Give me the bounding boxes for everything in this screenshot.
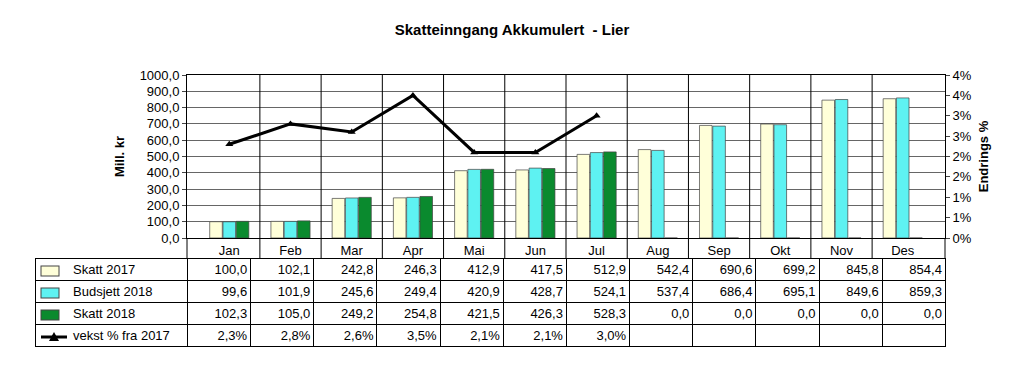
html-text:2,6%: 2,6% [343, 328, 374, 343]
html-text:101,9: 101,9 [277, 284, 311, 299]
svg-text:Aug: Aug [646, 243, 669, 258]
svg-text:Skatteinngang Akkumulert - Li: Skatteinngang Akkumulert - Lier [395, 21, 630, 38]
svg-text:Jun: Jun [525, 243, 546, 258]
html-text:245,6: 245,6 [340, 284, 374, 299]
svg-text:1%: 1% [953, 190, 972, 205]
html-text:249,2: 249,2 [340, 306, 374, 321]
svg-text:600,0: 600,0 [147, 133, 180, 148]
html-text:2,3%: 2,3% [217, 328, 248, 343]
svg-text:100,0: 100,0 [147, 214, 180, 229]
html-text:2,1%: 2,1% [470, 328, 500, 343]
html-text:690,6: 690,6 [719, 262, 753, 277]
svg-text:400,0: 400,0 [147, 165, 180, 180]
html-text:426,3: 426,3 [530, 306, 563, 321]
html-text:249,4: 249,4 [404, 284, 437, 299]
svg-text:800,0: 800,0 [147, 100, 180, 115]
svg-text:Okt: Okt [770, 243, 791, 258]
svg-text:Mai: Mai [464, 243, 485, 258]
svg-text:Apr: Apr [403, 243, 424, 258]
html-text:0,0: 0,0 [923, 306, 942, 321]
html-text:254,8: 254,8 [404, 306, 437, 321]
html-text:512,9: 512,9 [593, 262, 627, 277]
svg-text:Des: Des [891, 243, 915, 258]
html-text:420,9: 420,9 [467, 284, 500, 299]
html-text:699,2: 699,2 [783, 262, 816, 277]
html-text:412,9: 412,9 [467, 262, 500, 277]
svg-text:Feb: Feb [279, 243, 301, 258]
html-text:242,8: 242,8 [340, 262, 374, 277]
svg-text:2%: 2% [953, 149, 972, 164]
svg-text:Mill. kr: Mill. kr [112, 136, 127, 177]
svg-text:Jul: Jul [588, 243, 605, 258]
html-text:686,4: 686,4 [719, 284, 753, 299]
html-text:99,6: 99,6 [221, 284, 248, 299]
html-text:102,1: 102,1 [277, 262, 311, 277]
html-text:854,4: 854,4 [909, 262, 942, 277]
html-text:3,5%: 3,5% [407, 328, 437, 343]
html-text:417,5: 417,5 [530, 262, 563, 277]
html-text:0,0: 0,0 [860, 306, 879, 321]
svg-text:3%: 3% [953, 129, 972, 144]
svg-text:900,0: 900,0 [147, 84, 180, 99]
html-text:3,0%: 3,0% [596, 328, 627, 343]
svg-text:4%: 4% [953, 88, 972, 103]
html-text:859,3: 859,3 [909, 284, 942, 299]
svg-text:Jan: Jan [219, 243, 240, 258]
html-text:849,6: 849,6 [846, 284, 879, 299]
svg-text:Sep: Sep [707, 243, 730, 258]
html-text:Skatt 2018: Skatt 2018 [73, 306, 136, 321]
svg-text:4%: 4% [953, 68, 972, 83]
html-text:246,3: 246,3 [404, 262, 437, 277]
html-text:528,3: 528,3 [593, 306, 627, 321]
html-text:105,0: 105,0 [277, 306, 311, 321]
svg-text:500,0: 500,0 [147, 149, 180, 164]
html-text:Skatt 2017: Skatt 2017 [73, 262, 136, 277]
html-text:524,1: 524,1 [593, 284, 627, 299]
svg-text:300,0: 300,0 [147, 182, 180, 197]
html-text:421,5: 421,5 [467, 306, 500, 321]
svg-text:200,0: 200,0 [147, 198, 180, 213]
svg-text:Mar: Mar [341, 243, 364, 258]
html-text:0,0: 0,0 [671, 306, 690, 321]
html-text:428,7: 428,7 [530, 284, 563, 299]
html-text:845,8: 845,8 [846, 262, 879, 277]
svg-text:0,0: 0,0 [161, 231, 179, 246]
html-text:2,1%: 2,1% [533, 328, 563, 343]
svg-text:2%: 2% [953, 169, 972, 184]
html-text:542,4: 542,4 [656, 262, 690, 277]
html-text:0,0: 0,0 [734, 306, 753, 321]
svg-text:1000,0: 1000,0 [140, 68, 180, 83]
svg-text:3%: 3% [953, 108, 972, 123]
svg-text:1%: 1% [953, 210, 972, 225]
svg-text:Endrings %: Endrings % [976, 120, 991, 192]
html-text:100,0: 100,0 [214, 262, 248, 277]
html-text:2,8%: 2,8% [280, 328, 311, 343]
svg-text:700,0: 700,0 [147, 116, 180, 131]
svg-text:Nov: Nov [830, 243, 854, 258]
html-text:Budsjett 2018: Budsjett 2018 [73, 284, 153, 299]
html-text:695,1: 695,1 [783, 284, 816, 299]
html-text:0,0: 0,0 [797, 306, 816, 321]
svg-text:0%: 0% [953, 231, 972, 246]
html-text:vekst % fra 2017: vekst % fra 2017 [73, 328, 170, 343]
html-text:537,4: 537,4 [656, 284, 690, 299]
html-text:102,3: 102,3 [214, 306, 248, 321]
